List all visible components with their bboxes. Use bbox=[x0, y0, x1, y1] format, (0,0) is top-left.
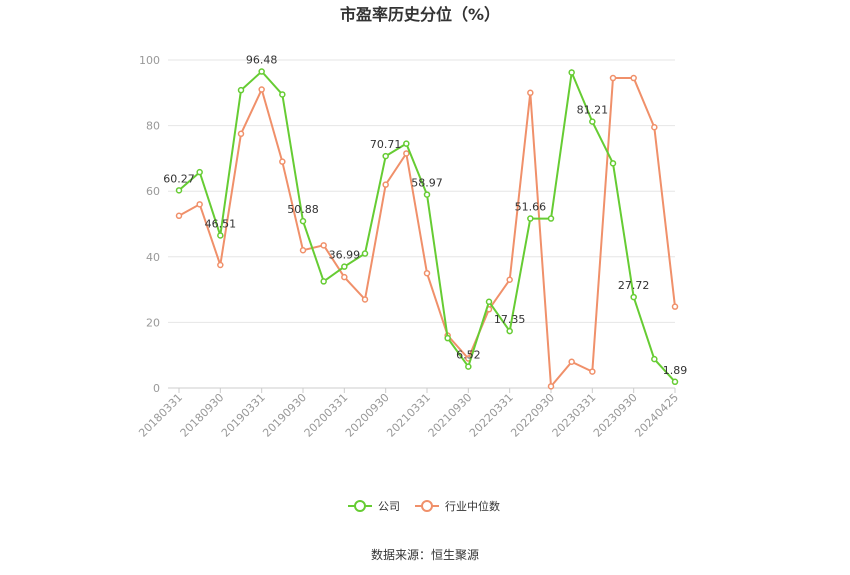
legend-marker-icon bbox=[354, 500, 366, 512]
data-point bbox=[547, 383, 555, 390]
data-label: 1.89 bbox=[663, 364, 688, 377]
data-point bbox=[527, 89, 534, 97]
x-axis: 2018033120180930201903312019093020200331… bbox=[136, 387, 681, 440]
data-point bbox=[361, 296, 369, 303]
data-point bbox=[506, 276, 513, 284]
data-point bbox=[609, 74, 617, 82]
y-tick-label: 20 bbox=[146, 316, 160, 329]
grid-lines bbox=[168, 59, 675, 323]
data-label: 36.99 bbox=[329, 249, 361, 262]
data-point bbox=[609, 160, 617, 167]
series-layer bbox=[175, 68, 679, 390]
x-tick-label: 20180331 bbox=[136, 391, 185, 440]
data-label: 70.71 bbox=[370, 138, 402, 151]
data-point bbox=[279, 158, 286, 165]
data-point bbox=[403, 140, 410, 147]
y-axis: 0 20 40 60 80 100 bbox=[139, 54, 160, 395]
x-tick-label: 20240425 bbox=[632, 391, 681, 440]
data-point bbox=[237, 86, 245, 94]
x-tick-label: 20230331 bbox=[550, 391, 599, 440]
data-point bbox=[630, 293, 637, 301]
source-note: 数据来源：恒生聚源 bbox=[371, 547, 479, 562]
legend-item-company[interactable]: 公司 bbox=[348, 500, 400, 513]
data-point bbox=[547, 215, 555, 222]
x-tick-label: 20230930 bbox=[591, 391, 640, 440]
y-tick-label: 40 bbox=[146, 251, 160, 264]
y-tick-label: 80 bbox=[146, 120, 160, 133]
data-label: 17.35 bbox=[494, 313, 526, 326]
data-point bbox=[237, 130, 245, 138]
series-line bbox=[178, 68, 676, 383]
data-point bbox=[382, 152, 389, 160]
data-point bbox=[568, 69, 575, 76]
data-point bbox=[258, 68, 265, 75]
data-point bbox=[196, 168, 203, 176]
legend-item-industry-median[interactable]: 行业中位数 bbox=[415, 499, 500, 513]
x-tick-label: 20180930 bbox=[178, 391, 227, 440]
data-label: 50.88 bbox=[287, 203, 319, 216]
data-point bbox=[568, 358, 575, 366]
series-industry-median bbox=[175, 74, 679, 390]
x-tick-label: 20200930 bbox=[343, 391, 392, 440]
data-point bbox=[299, 217, 307, 225]
data-point bbox=[423, 191, 431, 198]
legend-marker-icon bbox=[421, 500, 433, 512]
data-point bbox=[320, 278, 327, 285]
data-point bbox=[217, 261, 224, 269]
data-point bbox=[279, 91, 286, 98]
data-point bbox=[361, 250, 369, 257]
y-tick-label: 100 bbox=[139, 54, 160, 67]
legend[interactable]: 公司 行业中位数 bbox=[348, 499, 500, 513]
data-label: 58.97 bbox=[411, 177, 443, 190]
x-tick-label: 20190930 bbox=[260, 391, 309, 440]
x-tick-label: 20190331 bbox=[219, 391, 268, 440]
data-point bbox=[175, 187, 183, 194]
data-point bbox=[589, 368, 596, 375]
x-tick-label: 20210331 bbox=[384, 391, 433, 440]
data-point bbox=[589, 118, 596, 125]
data-point bbox=[403, 150, 410, 157]
x-tick-label: 20200331 bbox=[302, 391, 351, 440]
series-line bbox=[178, 77, 676, 389]
y-tick-label: 0 bbox=[153, 382, 160, 395]
data-point bbox=[506, 327, 513, 335]
data-point bbox=[630, 74, 637, 82]
data-point bbox=[341, 263, 348, 270]
data-point bbox=[196, 201, 203, 208]
data-point bbox=[651, 355, 658, 363]
x-tick-label: 20210930 bbox=[426, 391, 475, 440]
data-point bbox=[423, 269, 431, 277]
y-tick-label: 60 bbox=[146, 185, 160, 198]
data-point bbox=[299, 246, 307, 254]
data-label: 81.21 bbox=[577, 104, 609, 117]
data-label: 6.52 bbox=[456, 349, 481, 362]
data-label: 46.51 bbox=[205, 217, 237, 230]
data-point bbox=[527, 215, 534, 222]
data-point bbox=[465, 363, 472, 370]
data-point bbox=[671, 378, 679, 386]
legend-label: 行业中位数 bbox=[445, 499, 500, 513]
data-label: 60.27 bbox=[163, 172, 195, 185]
series-company bbox=[175, 68, 679, 386]
data-point bbox=[444, 334, 451, 342]
data-point bbox=[217, 232, 224, 239]
data-point bbox=[320, 242, 327, 249]
x-tick-label: 20220331 bbox=[467, 391, 516, 440]
data-labels: 60.27 46.51 96.48 50.88 36.99 70.71 58.97 6.52 1… bbox=[163, 54, 687, 377]
data-point bbox=[485, 298, 493, 305]
data-point bbox=[258, 86, 265, 93]
data-point bbox=[671, 303, 679, 310]
chart-title: 市盈率历史分位（%） bbox=[340, 5, 500, 24]
data-point bbox=[651, 123, 658, 131]
data-label: 51.66 bbox=[515, 201, 547, 214]
x-tick-label: 20220930 bbox=[508, 391, 557, 440]
data-point bbox=[175, 212, 183, 220]
data-point bbox=[341, 273, 348, 281]
data-point bbox=[382, 181, 389, 188]
legend-label: 公司 bbox=[378, 500, 400, 513]
data-label: 96.48 bbox=[246, 54, 278, 67]
data-label: 27.72 bbox=[618, 279, 650, 292]
